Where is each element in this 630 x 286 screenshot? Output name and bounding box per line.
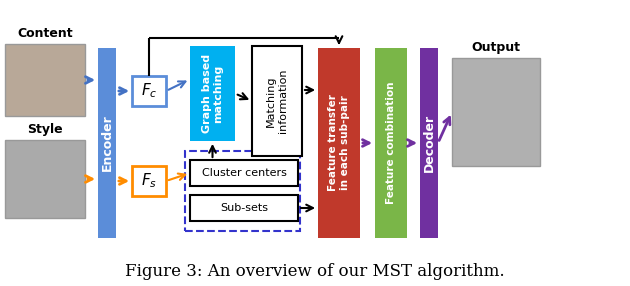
Text: $F_s$: $F_s$ [141,172,157,190]
Bar [318,48,360,238]
Bar [132,166,166,196]
Text: Encoder: Encoder [101,115,113,171]
Bar [185,151,300,231]
Text: Decoder: Decoder [423,114,435,172]
Bar [190,160,298,186]
Bar [5,44,85,116]
Bar [375,48,407,238]
Text: Style: Style [27,123,63,136]
Text: $F_c$: $F_c$ [140,82,158,100]
Text: Cluster centers: Cluster centers [202,168,287,178]
Text: Feature combination: Feature combination [386,82,396,204]
Text: Graph based
matching: Graph based matching [202,54,223,133]
Bar [452,58,540,166]
Text: Sub-sets: Sub-sets [220,203,268,213]
Bar [98,48,116,238]
Text: Figure 3: An overview of our MST algorithm.: Figure 3: An overview of our MST algorit… [125,263,505,281]
Text: Matching
information: Matching information [266,69,288,133]
Bar [420,48,438,238]
Text: Feature transfer
in each sub-pair: Feature transfer in each sub-pair [328,95,350,191]
Bar [190,46,235,141]
Text: Content: Content [17,27,73,40]
Bar [252,46,302,156]
Bar [132,76,166,106]
Bar [5,140,85,218]
Text: Output: Output [471,41,520,54]
Bar [190,195,298,221]
